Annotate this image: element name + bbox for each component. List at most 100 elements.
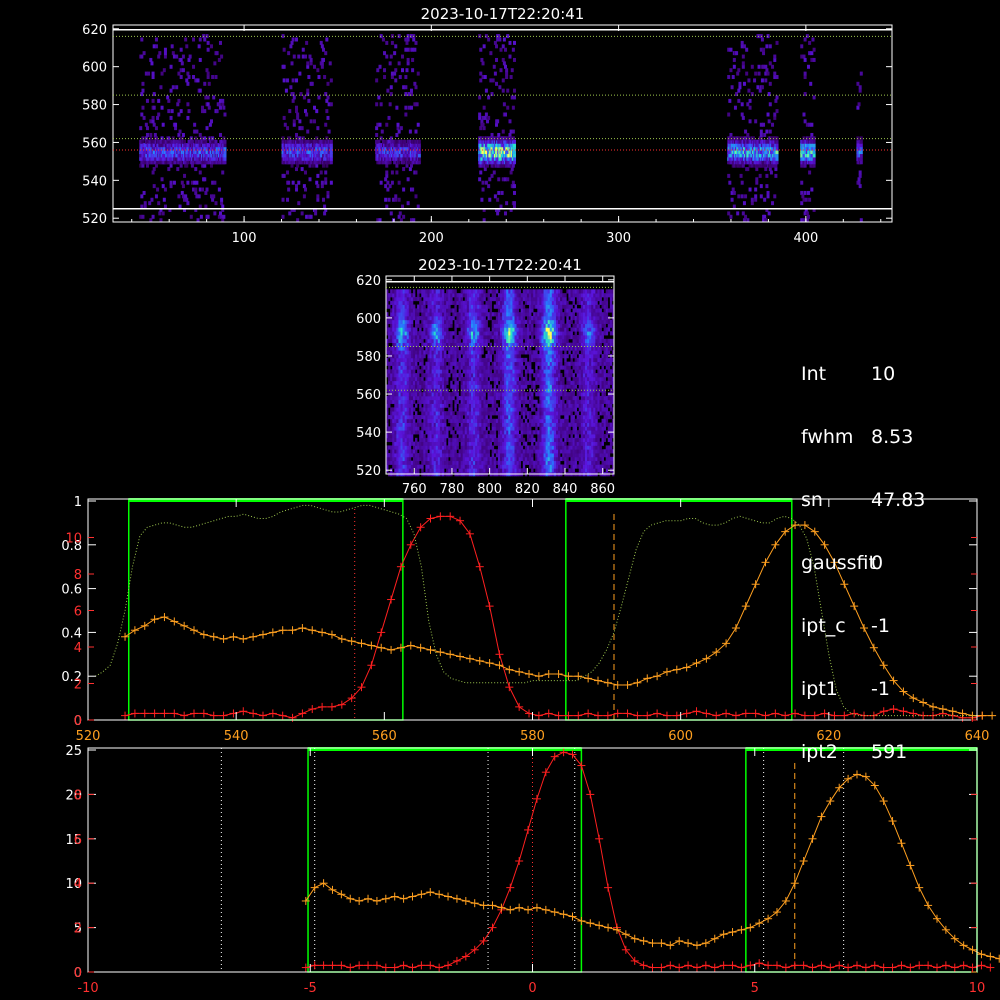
heat-cell — [762, 122, 766, 127]
heat-cell — [394, 422, 397, 427]
heat-cell — [195, 129, 199, 134]
heat-cell — [441, 346, 445, 351]
heat-cell — [398, 456, 401, 462]
heat-cell — [400, 312, 403, 317]
heat-cell — [386, 422, 389, 427]
heat-cell — [406, 177, 410, 182]
heat-cell — [441, 315, 445, 321]
heat-cell — [464, 464, 468, 469]
heat-cell — [409, 88, 413, 93]
heat-cell — [406, 201, 410, 206]
heat-cell — [740, 44, 744, 49]
heat-cell — [446, 357, 449, 363]
heat-cell — [757, 64, 761, 69]
heat-cell — [427, 335, 430, 340]
heat-cell — [425, 453, 428, 458]
heat-cell — [473, 437, 476, 443]
heat-cell — [408, 293, 412, 298]
heat-cell — [454, 357, 457, 363]
heat-cell — [311, 163, 315, 168]
heat-cell — [408, 357, 412, 363]
heat-cell — [213, 211, 217, 216]
heat-cell — [161, 122, 165, 127]
heat-cell — [475, 369, 478, 374]
heat-cell — [427, 380, 430, 385]
heat-cell — [483, 426, 486, 431]
y-tick-label: 620 — [82, 23, 107, 38]
heat-cell — [410, 327, 414, 332]
heat-cell — [398, 75, 402, 80]
heat-cell — [375, 102, 379, 107]
heat-cell — [412, 392, 416, 397]
heat-cell — [158, 211, 162, 216]
heat-cell — [433, 403, 437, 408]
heat-cell — [477, 373, 480, 378]
heat-cell — [468, 407, 472, 412]
heat-cell — [419, 335, 422, 340]
heat-cell — [415, 456, 418, 462]
heat-cell — [402, 414, 405, 420]
heat-cell — [462, 464, 466, 469]
heat-cell — [419, 464, 422, 469]
heat-cell — [439, 407, 443, 412]
heat-cell — [473, 365, 476, 370]
heat-cell — [400, 331, 403, 336]
heat-cell — [395, 139, 399, 144]
heat-cell — [220, 197, 224, 202]
heat-cell — [429, 407, 432, 412]
heat-cell — [468, 338, 472, 344]
heat-cell — [435, 335, 439, 340]
heat-cell — [464, 434, 468, 439]
heat-cell — [466, 437, 470, 443]
heat-cell — [490, 132, 494, 137]
heat-cell — [446, 426, 449, 431]
heat-cell — [398, 350, 401, 355]
heat-cell — [458, 437, 461, 443]
heat-cell — [433, 338, 437, 344]
heat-cell — [448, 335, 451, 340]
heat-cell — [803, 119, 807, 124]
heat-cell — [425, 392, 428, 397]
heat-cell — [444, 319, 447, 324]
heat-cell — [406, 437, 410, 443]
heat-cell — [427, 361, 430, 366]
heat-cell — [460, 365, 464, 370]
heat-cell — [475, 293, 478, 298]
heat-cell — [195, 180, 199, 185]
heat-cell — [762, 47, 766, 52]
heat-cell — [304, 109, 308, 114]
heat-cell — [433, 456, 437, 462]
heat-cell — [408, 426, 412, 431]
heat-cell — [435, 354, 439, 359]
heat-cell — [412, 464, 416, 469]
heat-cell — [408, 350, 412, 355]
heat-cell — [473, 388, 476, 393]
heat-cell — [485, 468, 488, 473]
heat-cell — [412, 327, 416, 332]
heat-cell — [441, 384, 445, 389]
heat-cell — [766, 71, 770, 76]
heat-cell — [812, 153, 816, 158]
heat-cell — [404, 407, 408, 412]
heat-cell — [448, 312, 451, 317]
heat-cell — [475, 376, 478, 382]
heat-cell — [417, 453, 420, 458]
heat-cell — [396, 395, 399, 401]
heat-cell — [444, 392, 447, 397]
heat-cell — [435, 331, 439, 336]
heat-cell — [446, 380, 449, 385]
heat-cell — [473, 350, 476, 355]
heat-cell — [221, 218, 225, 223]
heat-cell — [392, 430, 395, 435]
heat-cell — [433, 289, 437, 294]
heat-cell — [479, 456, 482, 462]
heat-cell — [481, 445, 484, 450]
heat-cell — [431, 456, 434, 462]
heat-cell — [419, 403, 422, 408]
heat-cell — [201, 187, 205, 192]
heat-cell — [309, 57, 313, 62]
heat-cell — [402, 399, 405, 404]
heat-cell — [400, 342, 403, 347]
heat-cell — [412, 218, 416, 223]
